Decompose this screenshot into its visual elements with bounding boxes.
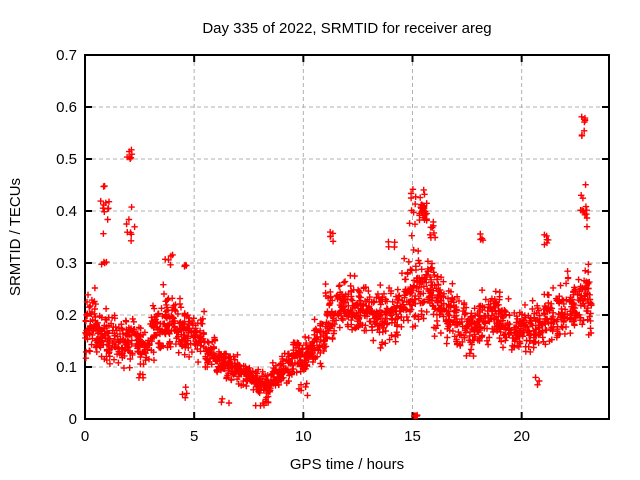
y-tick-label: 0.4 bbox=[56, 203, 77, 220]
y-tick-label: 0.7 bbox=[56, 47, 77, 64]
plot-border bbox=[84, 54, 610, 420]
y-tick-label: 0.5 bbox=[56, 151, 77, 168]
x-tick-label: 10 bbox=[295, 428, 312, 445]
data-points-srmtid bbox=[82, 113, 595, 420]
gridlines bbox=[85, 55, 609, 419]
y-tick-label: 0.6 bbox=[56, 99, 77, 116]
y-tick-label: 0.1 bbox=[56, 359, 77, 376]
x-tick-label: 20 bbox=[513, 428, 530, 445]
y-axis-label: SRMTID / TECUs bbox=[7, 178, 24, 296]
axis-tick-marks bbox=[84, 54, 609, 420]
x-tick-label: 0 bbox=[81, 428, 89, 445]
y-tick-label: 0.3 bbox=[56, 255, 77, 272]
y-tick-labels: 0 0.1 0.2 0.3 0.4 0.5 0.6 0.7 bbox=[56, 47, 77, 428]
x-tick-labels: 0 5 10 15 20 bbox=[81, 428, 530, 445]
x-tick-label: 15 bbox=[404, 428, 421, 445]
chart-title: Day 335 of 2022, SRMTID for receiver are… bbox=[202, 20, 491, 37]
y-tick-label: 0 bbox=[69, 411, 77, 428]
y-tick-label: 0.2 bbox=[56, 307, 77, 324]
x-axis-label: GPS time / hours bbox=[290, 456, 404, 473]
x-tick-label: 5 bbox=[190, 428, 198, 445]
